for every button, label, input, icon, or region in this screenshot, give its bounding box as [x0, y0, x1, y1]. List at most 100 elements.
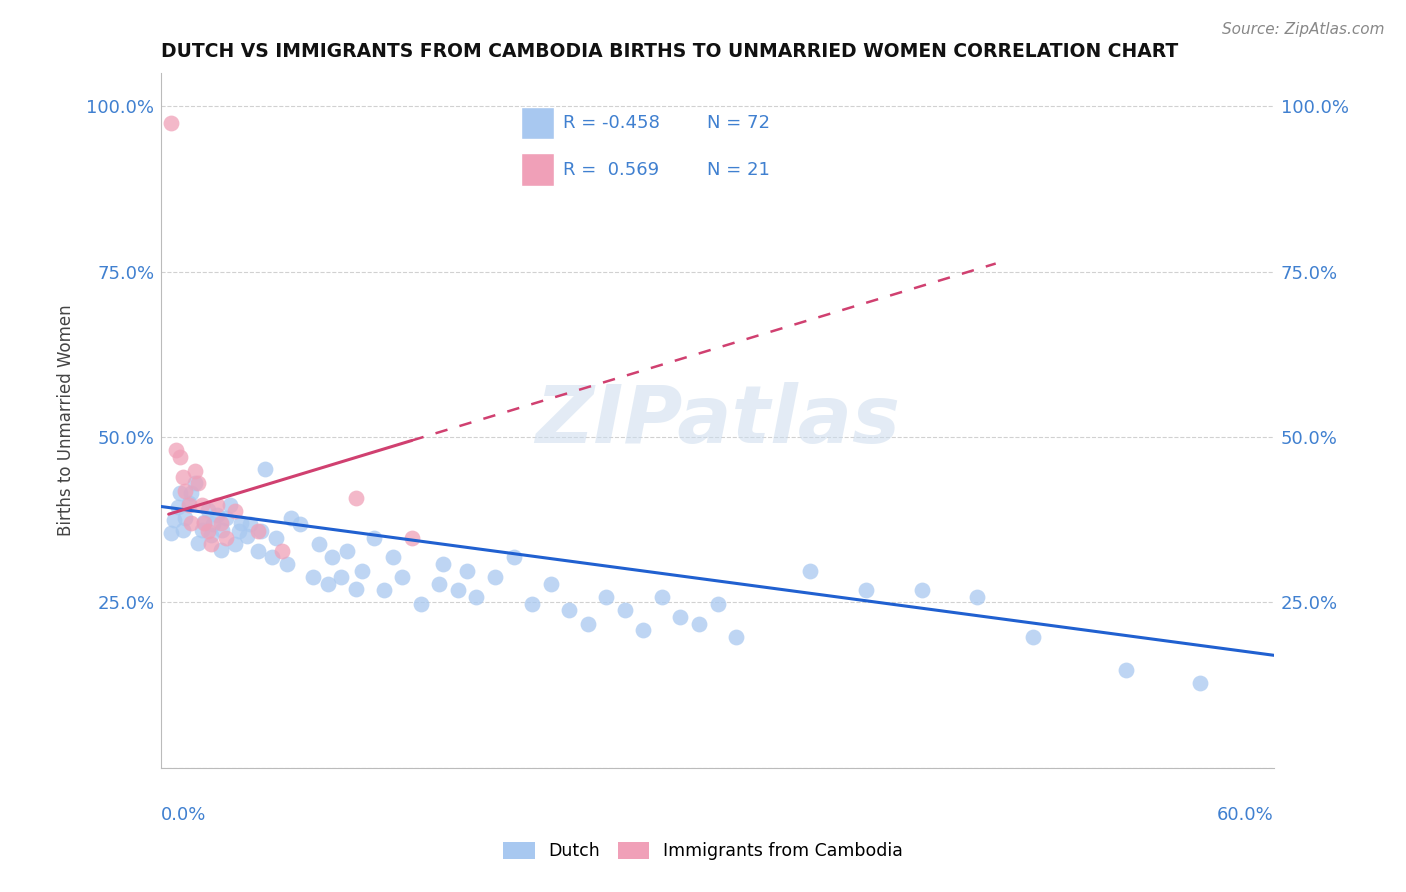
Point: [235, 529, 257, 543]
Point: [215, 510, 238, 524]
Point: [197, 503, 219, 517]
Point: [187, 476, 209, 491]
Point: [205, 498, 228, 512]
Point: [200, 537, 222, 551]
Point: [688, 616, 710, 631]
Point: [165, 443, 187, 458]
Point: [173, 469, 195, 483]
Point: [1115, 663, 1137, 677]
Point: [669, 610, 692, 624]
Point: [799, 564, 821, 578]
Point: [229, 516, 252, 530]
Point: [484, 570, 506, 584]
Point: [391, 570, 413, 584]
Point: [250, 524, 273, 538]
Point: [336, 544, 359, 558]
Point: [167, 500, 190, 514]
Point: [177, 496, 200, 510]
Text: DUTCH VS IMMIGRANTS FROM CAMBODIA BIRTHS TO UNMARRIED WOMEN CORRELATION CHART: DUTCH VS IMMIGRANTS FROM CAMBODIA BIRTHS…: [162, 42, 1178, 61]
Point: [290, 517, 312, 532]
Text: 60.0%: 60.0%: [1218, 805, 1274, 824]
Point: [382, 550, 405, 565]
Point: [502, 550, 524, 565]
Point: [633, 623, 655, 637]
Point: [224, 504, 246, 518]
Point: [262, 550, 284, 565]
Point: [174, 484, 197, 499]
Point: [174, 510, 197, 524]
Point: [218, 498, 240, 512]
Point: [432, 557, 454, 571]
Point: [193, 515, 215, 529]
Text: ZIPatlas: ZIPatlas: [536, 382, 900, 459]
Point: [159, 116, 181, 130]
Text: 0.0%: 0.0%: [162, 805, 207, 824]
Point: [520, 597, 543, 611]
Point: [180, 486, 202, 500]
Point: [1188, 676, 1211, 690]
Point: [264, 531, 287, 545]
Point: [191, 523, 214, 537]
Point: [855, 583, 877, 598]
Point: [183, 476, 205, 491]
Point: [173, 523, 195, 537]
Point: [200, 528, 222, 542]
Point: [276, 557, 298, 571]
Point: [270, 544, 292, 558]
Point: [316, 577, 339, 591]
Point: [246, 524, 269, 538]
Point: [330, 570, 353, 584]
Point: [350, 564, 373, 578]
Point: [215, 531, 238, 545]
Point: [159, 526, 181, 541]
Point: [246, 544, 269, 558]
Point: [209, 516, 232, 530]
Point: [447, 583, 470, 598]
Point: [254, 462, 277, 476]
Point: [205, 508, 228, 522]
Point: [540, 577, 562, 591]
Point: [363, 531, 385, 545]
Point: [373, 583, 395, 598]
Point: [163, 513, 186, 527]
Point: [344, 582, 367, 597]
Point: [966, 590, 988, 604]
Point: [595, 590, 617, 604]
Point: [169, 450, 191, 464]
Point: [302, 570, 325, 584]
Point: [169, 486, 191, 500]
Point: [725, 630, 748, 644]
Point: [228, 524, 250, 538]
Point: [465, 590, 488, 604]
Text: Source: ZipAtlas.com: Source: ZipAtlas.com: [1222, 22, 1385, 37]
Point: [456, 564, 478, 578]
Point: [576, 616, 599, 631]
Point: [187, 536, 209, 550]
Point: [280, 510, 302, 524]
Point: [183, 465, 205, 479]
Point: [429, 577, 451, 591]
Point: [344, 491, 367, 505]
Point: [191, 498, 214, 512]
Point: [651, 590, 673, 604]
Point: [910, 583, 932, 598]
Point: [401, 531, 423, 545]
Point: [177, 498, 200, 512]
Point: [1022, 630, 1045, 644]
Point: [321, 550, 343, 565]
Point: [613, 603, 636, 617]
Legend: Dutch, Immigrants from Cambodia: Dutch, Immigrants from Cambodia: [496, 835, 910, 867]
Point: [308, 537, 330, 551]
Point: [409, 597, 432, 611]
Point: [239, 517, 262, 532]
Point: [193, 516, 215, 530]
Point: [209, 542, 232, 557]
Point: [706, 597, 728, 611]
Point: [197, 524, 219, 538]
Point: [180, 516, 202, 530]
Point: [224, 537, 246, 551]
Point: [211, 523, 233, 537]
Y-axis label: Births to Unmarried Women: Births to Unmarried Women: [58, 305, 75, 536]
Point: [558, 603, 581, 617]
Point: [202, 517, 225, 532]
